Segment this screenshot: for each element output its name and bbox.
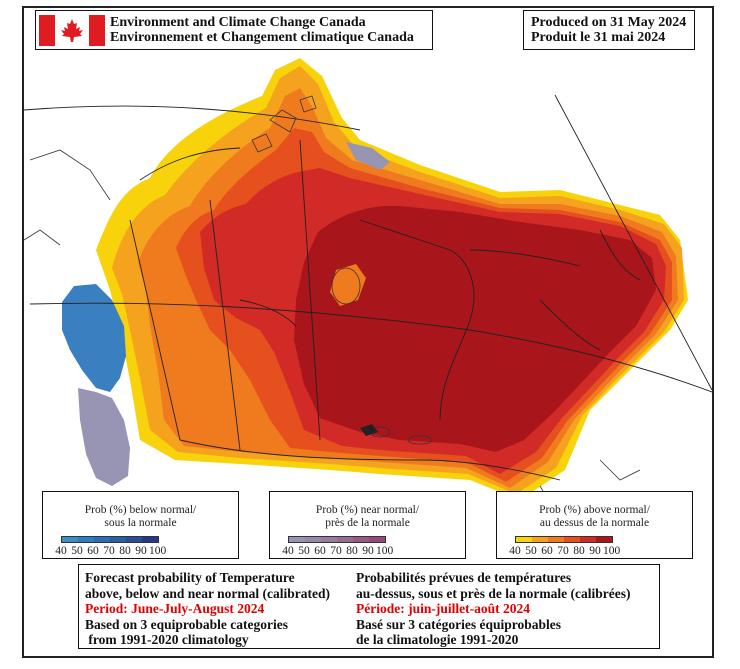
legend-below-normal: Prob (%) below normal/ sous la normale 4… [42,491,239,559]
legend-above-tick: 60 [541,545,553,557]
legend-above-swatch [596,537,612,542]
legend-near-title-en: Prob (%) near normal/ [315,504,420,516]
info-en-period: Period: June-July-August 2024 [85,601,265,616]
legend-above-tick: 50 [525,545,537,557]
legend-near-colorbar [288,536,386,543]
legend-below-swatch [126,537,142,542]
legend-near-ticks: 40 50 60 70 80 90 100 [280,545,394,557]
legend-below-tick: 100 [149,545,167,557]
zone-purple-arctic [346,142,390,170]
legend-below-tick: 60 [87,545,99,557]
map-linework [24,94,712,481]
legend-above-tick: 90 [589,545,601,557]
info-fr-line2: au-dessus, sous et près de la normale (c… [356,585,631,601]
info-fr-period: Période: juin-juillet-août 2024 [356,601,530,616]
legend-above-tick: 100 [603,545,621,557]
agency-header: Environment and Climate Change Canada En… [35,10,433,50]
legend-above-swatch [564,537,580,542]
legend-near-swatch [321,537,337,542]
legend-near-title-fr: près de la normale [325,517,410,529]
legend-above-swatch [532,537,548,542]
legend-near-tick: 60 [314,545,326,557]
info-french: Probabilités prévues de températures au-… [356,570,630,648]
legend-below-ticks: 40 50 60 70 80 90 100 [53,545,167,557]
legend-near-swatch [369,537,385,542]
info-en-line2: above, below and near normal (calibrated… [85,585,330,601]
legend-above-tick: 80 [573,545,585,557]
legend-above-swatch [580,537,596,542]
agency-name-fr: Environnement et Changement climatique C… [110,30,414,45]
legend-above-tick: 40 [509,545,521,557]
zone-purple-coast [78,388,130,486]
legend-near-swatch [337,537,353,542]
legend-near-tick: 100 [376,545,394,557]
legend-near-tick: 50 [298,545,310,557]
zone-blue [62,284,126,392]
produced-date-en: Produced on 31 May 2024 [531,15,687,30]
legend-below-tick: 70 [103,545,115,557]
legend-below-swatch [62,537,78,542]
info-fr-line5: de la climatologie 1991-2020 [356,632,519,647]
legend-above-normal: Prob (%) above normal/ au dessus de la n… [496,491,693,559]
info-en-line1: Forecast probability of Temperature [85,570,295,585]
legend-above-ticks: 40 50 60 70 80 90 100 [507,545,621,557]
legend-above-swatch [548,537,564,542]
zone-dark-red [294,205,656,452]
info-en-line5: from 1991-2020 climatology [85,632,249,647]
canada-flag-icon [39,15,105,46]
legend-below-tick: 80 [119,545,131,557]
produced-date-box: Produced on 31 May 2024 Produit le 31 ma… [523,10,695,50]
legend-above-colorbar [515,536,613,543]
legend-near-tick: 40 [282,545,294,557]
lake-superior-mark [360,424,378,436]
legend-near-tick: 80 [346,545,358,557]
legend-below-swatch [110,537,126,542]
legend-below-swatch [94,537,110,542]
legend-below-colorbar [61,536,159,543]
info-fr-line1: Probabilités prévues de températures [356,570,572,585]
legend-below-tick: 40 [55,545,67,557]
legend-above-swatch [516,537,532,542]
info-fr-line4: Basé sur 3 catégories équiprobables [356,616,562,632]
legend-above-title-fr: au dessus de la normale [539,517,650,529]
legend-below-title-fr: sous la normale [104,517,177,529]
legend-below-tick: 90 [135,545,147,557]
legend-near-normal: Prob (%) near normal/ près de la normale… [269,491,466,559]
legend-below-title-en: Prob (%) below normal/ [84,504,197,516]
legend-below-tick: 50 [71,545,83,557]
legend-near-tick: 70 [330,545,342,557]
legend-near-swatch [305,537,321,542]
produced-date-fr: Produit le 31 mai 2024 [531,30,666,45]
legend-below-swatch [78,537,94,542]
legend-above-tick: 70 [557,545,569,557]
legend-near-swatch [353,537,369,542]
info-en-line4: Based on 3 equiprobable categories [85,616,289,632]
forecast-info-box: Forecast probability of Temperature abov… [78,564,660,649]
legend-near-tick: 90 [362,545,374,557]
info-english: Forecast probability of Temperature abov… [85,570,330,648]
legend-below-swatch [142,537,158,542]
legend-near-swatch [289,537,305,542]
agency-name-en: Environment and Climate Change Canada [110,15,366,30]
legend-above-title-en: Prob (%) above normal/ [539,504,650,516]
